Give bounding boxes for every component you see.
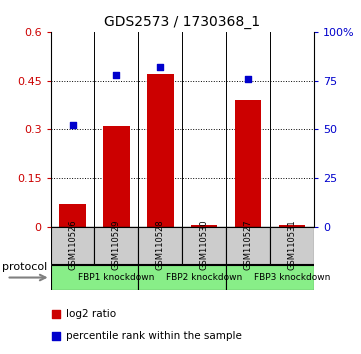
Text: GSM110531: GSM110531 bbox=[288, 220, 297, 270]
Bar bbox=[51, 265, 138, 290]
Text: GSM110528: GSM110528 bbox=[156, 220, 165, 270]
Point bbox=[70, 122, 75, 128]
Text: GSM110529: GSM110529 bbox=[112, 220, 121, 270]
Bar bbox=[270, 227, 314, 263]
Text: log2 ratio: log2 ratio bbox=[66, 309, 117, 319]
Bar bbox=[103, 126, 130, 227]
Bar bbox=[147, 74, 174, 227]
Text: protocol: protocol bbox=[2, 262, 47, 272]
Point bbox=[157, 64, 163, 70]
Bar bbox=[279, 225, 305, 227]
Text: GSM110527: GSM110527 bbox=[244, 220, 253, 270]
Point bbox=[227, 190, 233, 196]
Point bbox=[113, 72, 119, 78]
Bar bbox=[138, 265, 226, 290]
Bar bbox=[51, 227, 95, 263]
Text: GSM110526: GSM110526 bbox=[68, 220, 77, 270]
Text: FBP2 knockdown: FBP2 knockdown bbox=[166, 273, 242, 282]
Bar bbox=[95, 227, 138, 263]
Bar bbox=[138, 227, 182, 263]
Text: FBP1 knockdown: FBP1 knockdown bbox=[78, 273, 155, 282]
Title: GDS2573 / 1730368_1: GDS2573 / 1730368_1 bbox=[104, 16, 260, 29]
Bar bbox=[235, 100, 261, 227]
Text: FBP3 knockdown: FBP3 knockdown bbox=[254, 273, 330, 282]
Text: GSM110530: GSM110530 bbox=[200, 220, 209, 270]
Bar bbox=[182, 227, 226, 263]
Bar bbox=[226, 227, 270, 263]
Point bbox=[245, 76, 251, 81]
Bar bbox=[226, 265, 314, 290]
Bar bbox=[191, 225, 217, 227]
Text: percentile rank within the sample: percentile rank within the sample bbox=[66, 331, 242, 341]
Bar bbox=[59, 204, 86, 227]
